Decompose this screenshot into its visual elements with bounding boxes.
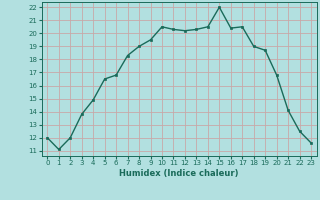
X-axis label: Humidex (Indice chaleur): Humidex (Indice chaleur) (119, 169, 239, 178)
